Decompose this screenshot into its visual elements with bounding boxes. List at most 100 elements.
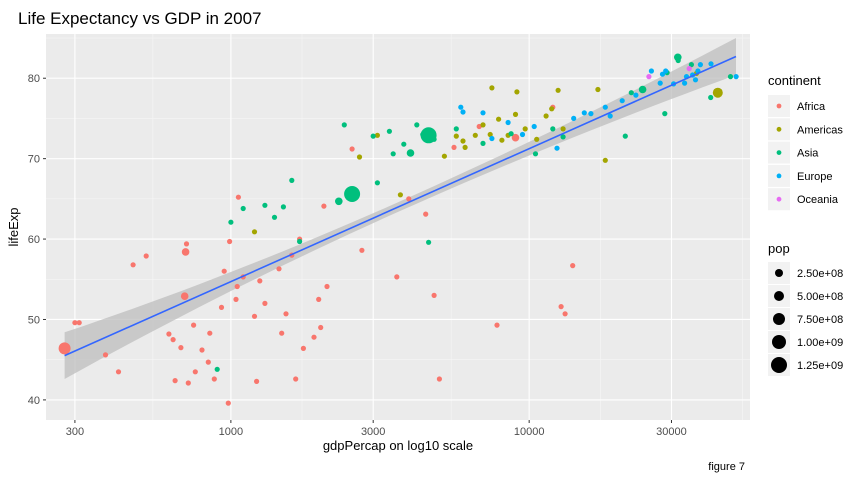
point-africa: [192, 369, 198, 375]
point-asia: [401, 141, 407, 147]
point-africa: [451, 144, 457, 150]
point-asia: [453, 126, 459, 132]
point-asia: [240, 205, 246, 212]
point-africa: [394, 274, 400, 280]
point-europe: [648, 68, 655, 74]
point-africa: [562, 311, 568, 317]
point-americas: [499, 137, 505, 143]
point-asia: [622, 133, 628, 139]
legend-size-label: 5.00e+08: [797, 291, 843, 303]
legend-size-key: [772, 335, 786, 349]
regression-line: [64, 55, 737, 357]
point-europe: [692, 77, 699, 83]
point-africa: [102, 352, 109, 358]
point-americas: [460, 138, 466, 144]
point-americas: [462, 144, 468, 150]
point-africa: [276, 266, 282, 272]
point-africa: [436, 376, 442, 382]
confidence-band: [64, 38, 737, 379]
legend-size-key: [775, 269, 783, 277]
point-asia: [271, 214, 278, 220]
legend-key-oceania: [776, 196, 782, 202]
point-africa: [211, 376, 217, 382]
point-europe: [633, 92, 639, 98]
point-asia: [727, 74, 734, 80]
point-africa: [227, 238, 233, 245]
point-americas: [441, 153, 447, 159]
point-asia: [335, 197, 343, 206]
legend-key-asia: [776, 150, 782, 156]
point-africa: [262, 300, 268, 306]
legend-size-key: [774, 291, 784, 301]
legend-continent: continent Africa Americas Asia Europe Oceani…: [768, 73, 843, 211]
regression-line-layer: [64, 55, 737, 357]
point-europe: [489, 135, 495, 142]
point-europe: [588, 111, 594, 117]
point-americas: [496, 116, 502, 122]
point-americas: [543, 113, 549, 119]
point-asia: [344, 186, 361, 202]
point-americas: [374, 132, 380, 138]
point-americas: [480, 122, 486, 128]
point-asia: [426, 239, 432, 245]
point-americas: [489, 85, 495, 91]
point-asia: [262, 202, 268, 208]
point-europe: [554, 145, 560, 151]
point-americas: [712, 87, 723, 98]
point-asia: [708, 94, 714, 101]
point-europe: [505, 119, 511, 126]
x-tick-label: 10000: [514, 426, 545, 438]
point-europe: [571, 115, 577, 121]
y-tick-label: 60: [28, 234, 40, 246]
chart-title: Life Expectancy vs GDP in 2007: [18, 9, 262, 28]
y-tick-label: 50: [28, 314, 40, 326]
point-europe: [531, 123, 537, 130]
point-africa: [76, 320, 82, 326]
point-asia: [414, 122, 420, 128]
point-africa: [205, 359, 211, 365]
point-americas: [534, 136, 540, 142]
point-asia: [374, 180, 380, 186]
point-africa: [180, 292, 189, 301]
point-africa: [311, 334, 317, 340]
point-asia: [370, 133, 376, 139]
legend-key-europe: [776, 173, 782, 179]
legend-label-asia: Asia: [797, 148, 819, 160]
point-europe: [519, 131, 526, 138]
point-americas: [356, 154, 363, 160]
point-africa: [511, 133, 520, 142]
point-africa: [172, 378, 178, 384]
point-asia: [214, 366, 220, 372]
point-oceania: [686, 66, 692, 72]
legend-key-africa: [776, 103, 782, 109]
point-asia: [386, 128, 392, 134]
y-axis-title: lifeExp: [6, 207, 21, 246]
point-africa: [293, 376, 299, 382]
point-asia: [675, 57, 681, 64]
point-asia: [280, 204, 286, 210]
point-europe: [460, 109, 466, 115]
point-africa: [283, 311, 289, 317]
point-africa: [423, 211, 429, 217]
legend-label-europe: Europe: [797, 171, 832, 183]
legend-label-oceania: Oceania: [797, 194, 839, 206]
point-africa: [178, 345, 184, 351]
point-africa: [191, 322, 197, 328]
point-africa: [181, 248, 190, 256]
legend-continent-title: continent: [768, 73, 821, 88]
point-europe: [480, 110, 486, 116]
point-asia: [297, 238, 303, 245]
point-africa: [199, 347, 205, 353]
legend-label-africa: Africa: [797, 101, 826, 113]
point-africa: [170, 337, 176, 343]
point-asia: [228, 219, 234, 225]
point-africa: [72, 320, 78, 326]
point-asia: [508, 131, 514, 137]
point-americas: [472, 132, 478, 138]
point-africa: [300, 345, 306, 351]
legend-size-key: [771, 357, 787, 373]
point-asia: [390, 151, 396, 157]
point-africa: [225, 400, 231, 406]
point-europe: [657, 80, 663, 86]
